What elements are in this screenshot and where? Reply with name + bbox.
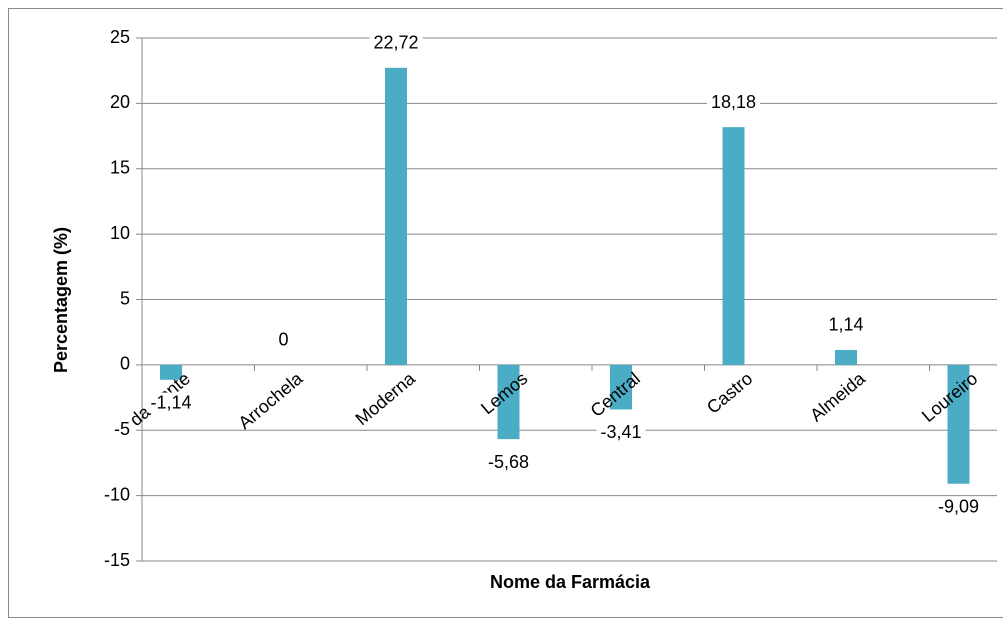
data-label: -3,41	[600, 422, 641, 442]
bar	[835, 349, 857, 365]
y-tick-label: 5	[120, 288, 130, 308]
bar	[385, 67, 407, 365]
data-label-bg	[706, 91, 761, 112]
bar	[497, 364, 520, 440]
y-tick-label: -5	[114, 419, 130, 439]
data-label-bg	[274, 329, 293, 350]
data-label: 22,72	[373, 33, 418, 53]
data-label: -1,14	[150, 393, 191, 413]
data-label-bg	[483, 451, 534, 472]
data-label-bg	[596, 422, 646, 443]
y-tick-label: 20	[110, 92, 130, 112]
data-label-bg	[933, 496, 984, 517]
x-axis-title: Nome da Farmácia	[490, 572, 651, 592]
data-label: 0	[278, 330, 288, 350]
bar	[722, 127, 745, 365]
y-tick-label: 25	[110, 27, 130, 47]
data-label-bg	[146, 392, 196, 413]
y-axis-title: Percentagem (%)	[51, 227, 71, 373]
y-tick-label: -15	[104, 550, 130, 570]
data-label: -9,09	[938, 496, 979, 516]
y-tick-label: 0	[120, 354, 130, 374]
data-label: -5,68	[488, 452, 529, 472]
y-tick-label: -10	[104, 484, 130, 504]
chart-border	[8, 8, 1003, 618]
y-tick-label: 10	[110, 223, 130, 243]
y-tick-label: 15	[110, 158, 130, 178]
data-label: 18,18	[711, 92, 756, 112]
bar	[160, 364, 182, 380]
bar	[610, 364, 632, 410]
bar	[947, 364, 970, 484]
data-label: 1,14	[828, 315, 863, 335]
data-label-bg	[824, 314, 868, 335]
data-label-bg	[369, 32, 423, 53]
